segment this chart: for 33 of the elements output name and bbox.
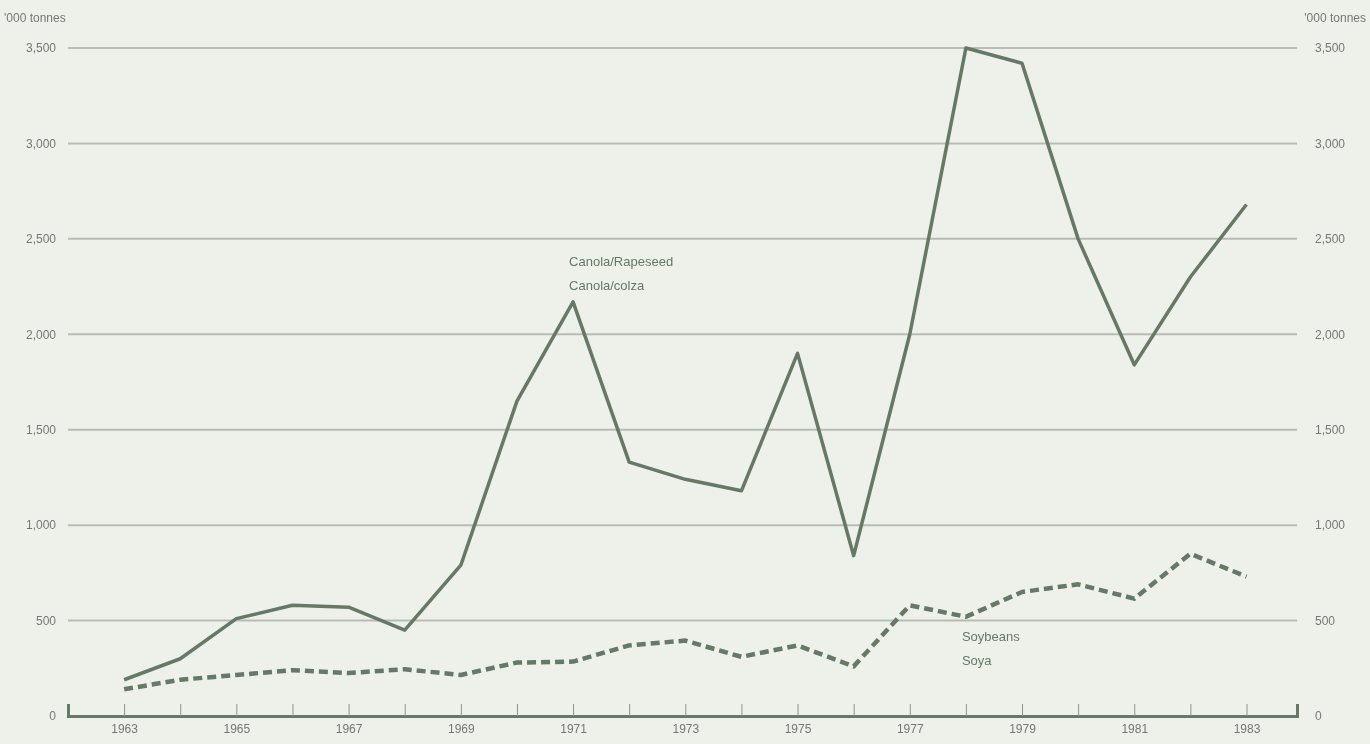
x-tick-label: 1969 [447, 721, 475, 736]
line-series [121, 551, 1249, 692]
y2-axis-title: '000 tonnes [1304, 11, 1366, 25]
y-tick-label: 0 [49, 709, 57, 724]
y-tick-label: 2,000 [25, 327, 57, 342]
y2-tick-label: 2,000 [1315, 327, 1346, 342]
y-tick-label: 2,500 [25, 232, 57, 247]
y-axis-title: '000 tonnes [4, 11, 66, 25]
series-label: Canola/Rapeseed Canola/colza [569, 253, 674, 293]
x-tick-label: 1967 [335, 721, 363, 736]
y2-tick-label: 3,000 [1315, 136, 1346, 151]
y-tick-label: 1,000 [25, 518, 57, 533]
x-tick-label: 1983 [1233, 721, 1261, 736]
x-tick-label: 1975 [784, 721, 812, 736]
y2-tick-label: 1,500 [1315, 423, 1346, 438]
y-tick-label: 3,000 [25, 136, 57, 151]
x-tick-label: 1965 [223, 721, 251, 736]
y-tick-label: 1,500 [25, 423, 57, 438]
x-tick-label: 1963 [111, 721, 139, 736]
y2-tick-label: 3,500 [1315, 41, 1346, 56]
y-tick-label: 3,500 [25, 41, 57, 56]
series-label: Soybeans Soya [961, 628, 1021, 668]
x-tick-label: 1981 [1121, 721, 1149, 736]
y-tick-label: 500 [35, 613, 57, 628]
y2-tick-label: 500 [1315, 613, 1336, 628]
x-tick-label: 1973 [672, 721, 700, 736]
x-tick-label: 1977 [896, 721, 924, 736]
line-series [122, 46, 1249, 682]
y2-tick-label: 2,500 [1315, 232, 1346, 247]
y2-tick-label: 0 [1315, 709, 1322, 724]
y2-tick-label: 1,000 [1315, 518, 1346, 533]
x-tick-label: 1979 [1009, 721, 1037, 736]
x-tick-label: 1971 [560, 721, 588, 736]
